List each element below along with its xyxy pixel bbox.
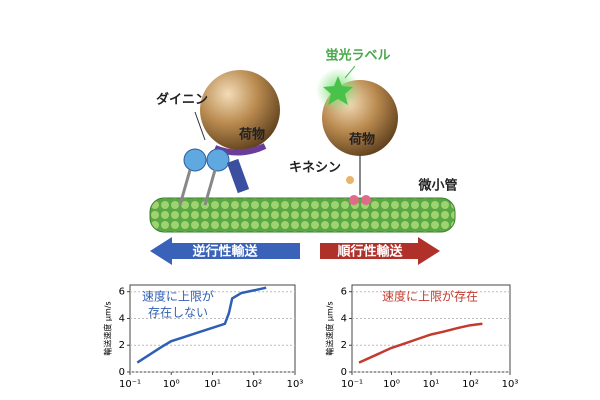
anterograde-arrow [320, 237, 440, 265]
retrograde-arrow [150, 237, 300, 265]
x-tick-label: 10⁰ [383, 379, 400, 390]
x-tick-label: 10³ [287, 379, 304, 390]
x-tick-label: 10⁻¹ [341, 379, 363, 390]
x-tick-label: 10¹ [423, 379, 440, 390]
microtubule-label: 微小管 [417, 178, 457, 194]
y-axis-label: 輸送速度 μm/s [325, 301, 335, 355]
dynein-label: ダイニン [156, 92, 208, 108]
cargo-label: 荷物 [348, 132, 375, 148]
cargo [200, 70, 280, 150]
x-tick-label: 10⁰ [163, 379, 180, 390]
x-tick-label: 10⁻¹ [119, 379, 141, 390]
microtubule [149, 197, 456, 233]
pointer [194, 111, 206, 141]
y-tick-label: 2 [341, 340, 347, 351]
annotation: 存在しない [148, 306, 208, 320]
x-tick-label: 10³ [502, 379, 519, 390]
y-axis-label: 輸送速度 μm/s [103, 301, 113, 355]
x-tick-label: 10² [245, 379, 262, 390]
star [323, 76, 353, 105]
y-tick-label: 6 [341, 287, 347, 298]
kinesin-motor [346, 156, 371, 205]
kinesin-label: キネシン [289, 161, 341, 176]
pointer [344, 65, 356, 79]
y-tick-label: 0 [341, 367, 347, 378]
y-tick-label: 4 [341, 313, 347, 324]
series-line [358, 322, 483, 364]
y-tick-label: 6 [119, 287, 125, 298]
y-tick-label: 0 [119, 367, 125, 378]
x-tick-label: 10¹ [204, 379, 221, 390]
anterograde-label: 順行性輸送 [337, 244, 403, 260]
x-tick-label: 10² [462, 379, 479, 390]
y-tick-label: 2 [119, 340, 125, 351]
fluorescent-label: 蛍光ラベル [325, 48, 390, 64]
retrograde-label: 逆行性輸送 [192, 244, 258, 260]
annotation: 速度に上限が [142, 289, 214, 304]
cargo-label: 荷物 [238, 127, 265, 143]
annotation: 速度に上限が存在 [382, 289, 478, 304]
series-line [136, 286, 267, 364]
y-tick-label: 4 [119, 313, 125, 324]
dynein-motor [178, 143, 267, 206]
